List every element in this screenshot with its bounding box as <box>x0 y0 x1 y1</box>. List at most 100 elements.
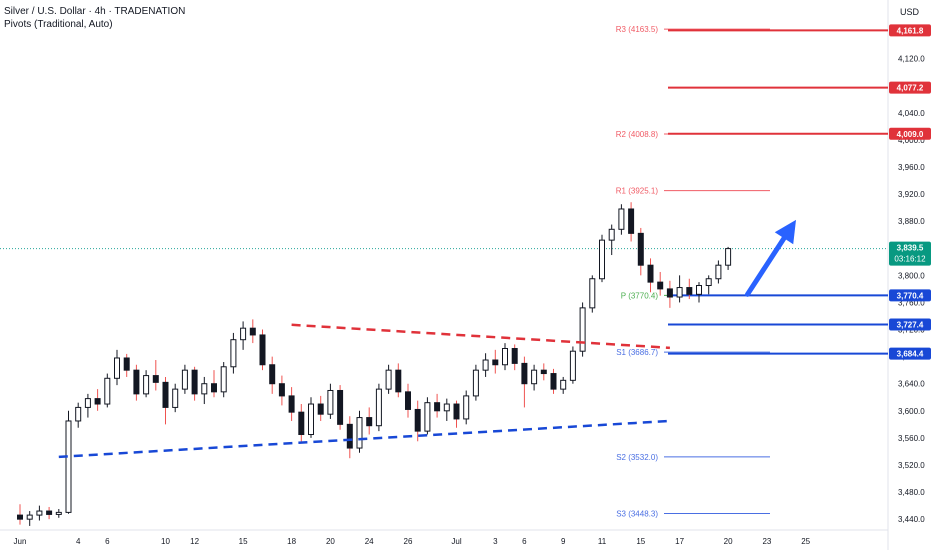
candle-body <box>453 403 460 420</box>
time-tick-label: 6 <box>105 537 110 546</box>
key-level-tag <box>889 81 931 94</box>
candle-body <box>337 389 344 425</box>
candle-body <box>259 334 266 366</box>
candle-body <box>123 357 130 371</box>
candle-body <box>705 278 712 287</box>
candle-body <box>492 359 499 366</box>
pivot-level-label: R1 (3925.1) <box>616 187 659 196</box>
time-tick-label: 11 <box>598 537 607 546</box>
key-level-tag <box>889 318 931 331</box>
candle-body <box>84 398 91 408</box>
candle-body <box>647 264 654 283</box>
time-tick-label: Jul <box>451 537 461 546</box>
pivot-level-label: R2 (4008.8) <box>616 130 659 139</box>
key-level-tag <box>889 127 931 140</box>
candle-body <box>511 347 518 364</box>
currency-label[interactable]: USD <box>900 7 920 17</box>
candle-body <box>17 514 23 520</box>
candle-body <box>385 369 392 390</box>
price-tick-label: 3,560.0 <box>898 434 925 443</box>
time-tick-label: 6 <box>522 537 527 546</box>
candle-body <box>114 357 120 379</box>
candle-body <box>288 395 295 413</box>
candle-body <box>550 373 557 390</box>
candle-body <box>317 403 324 415</box>
candle-body <box>618 208 625 230</box>
candle-body <box>666 288 673 298</box>
price-tick-label: 3,600.0 <box>898 407 925 416</box>
time-tick-label: 10 <box>161 537 170 546</box>
candle-body <box>414 408 421 432</box>
candle-body <box>375 388 382 427</box>
candle-body <box>502 347 508 366</box>
candle-body <box>540 369 547 375</box>
candle-body <box>26 514 33 520</box>
candle-body <box>560 379 567 390</box>
time-tick-label: Jun <box>14 537 27 546</box>
candle-body <box>599 239 605 280</box>
key-level-price: 3,684.4 <box>897 350 924 359</box>
last-price-countdown: 03:16:12 <box>894 255 926 264</box>
candle-body <box>657 281 664 290</box>
chart-title: Silver / U.S. Dollar · 4h · TRADENATION <box>4 6 186 17</box>
candle-body <box>220 366 227 393</box>
candle-body <box>472 369 479 397</box>
candle-body <box>346 423 353 449</box>
candle-body <box>676 287 683 298</box>
candle-body <box>725 248 732 266</box>
candle-body <box>366 417 373 427</box>
key-level-tag <box>889 289 931 302</box>
candle-body <box>327 389 334 415</box>
candle-body <box>230 339 237 368</box>
candle-body <box>424 402 431 432</box>
candle-body <box>143 375 150 395</box>
key-level-tag <box>889 24 931 37</box>
candle-body <box>152 375 159 383</box>
candle-body <box>133 369 140 395</box>
last-price-value: 3,839.5 <box>897 244 924 253</box>
time-tick-label: 3 <box>493 537 498 546</box>
price-tick-label: 4,000.0 <box>898 136 925 145</box>
price-tick-label: 3,440.0 <box>898 515 925 524</box>
candle-body <box>308 403 314 436</box>
support-trendline <box>58 419 670 459</box>
price-tick-label: 3,640.0 <box>898 380 925 389</box>
resistance-trendline <box>291 323 670 350</box>
key-level-price: 4,077.2 <box>897 84 924 93</box>
candle-body <box>628 208 635 234</box>
key-level-price: 3,770.4 <box>897 291 924 300</box>
candle-body <box>201 383 208 395</box>
price-tick-label: 3,960.0 <box>898 163 925 172</box>
price-tick-label: 3,520.0 <box>898 461 925 470</box>
candle-body <box>172 388 179 408</box>
candle-body <box>36 510 43 516</box>
time-tick-label: 26 <box>404 537 413 546</box>
candle-body <box>55 511 62 515</box>
pivot-level-label: S2 (3532.0) <box>616 453 658 462</box>
candle-body <box>278 383 285 397</box>
candle-body <box>211 383 217 393</box>
candle-body <box>104 377 111 405</box>
time-tick-label: 4 <box>76 537 81 546</box>
time-tick-label: 17 <box>675 537 684 546</box>
price-tick-label: 3,480.0 <box>898 488 925 497</box>
pivot-level-label: S1 (3686.7) <box>616 348 658 357</box>
candle-body <box>356 417 363 449</box>
key-level-price: 4,009.0 <box>897 130 924 139</box>
candle-body <box>686 287 693 295</box>
indicator-label[interactable]: Pivots (Traditional, Auto) <box>4 19 113 30</box>
pivot-level-label: S3 (3448.3) <box>616 510 658 519</box>
candle-body <box>637 232 644 266</box>
pivot-level-label: P (3770.4) <box>621 291 659 300</box>
last-price-tag <box>889 241 931 266</box>
candle-body <box>482 359 489 371</box>
candle-body <box>434 402 441 412</box>
candle-body <box>608 228 615 241</box>
key-level-tag <box>889 347 931 360</box>
candle-body <box>298 411 305 436</box>
time-tick-label: 18 <box>287 537 296 546</box>
time-tick-label: 20 <box>724 537 733 546</box>
candle-body <box>181 369 188 390</box>
candle-body <box>75 406 82 422</box>
